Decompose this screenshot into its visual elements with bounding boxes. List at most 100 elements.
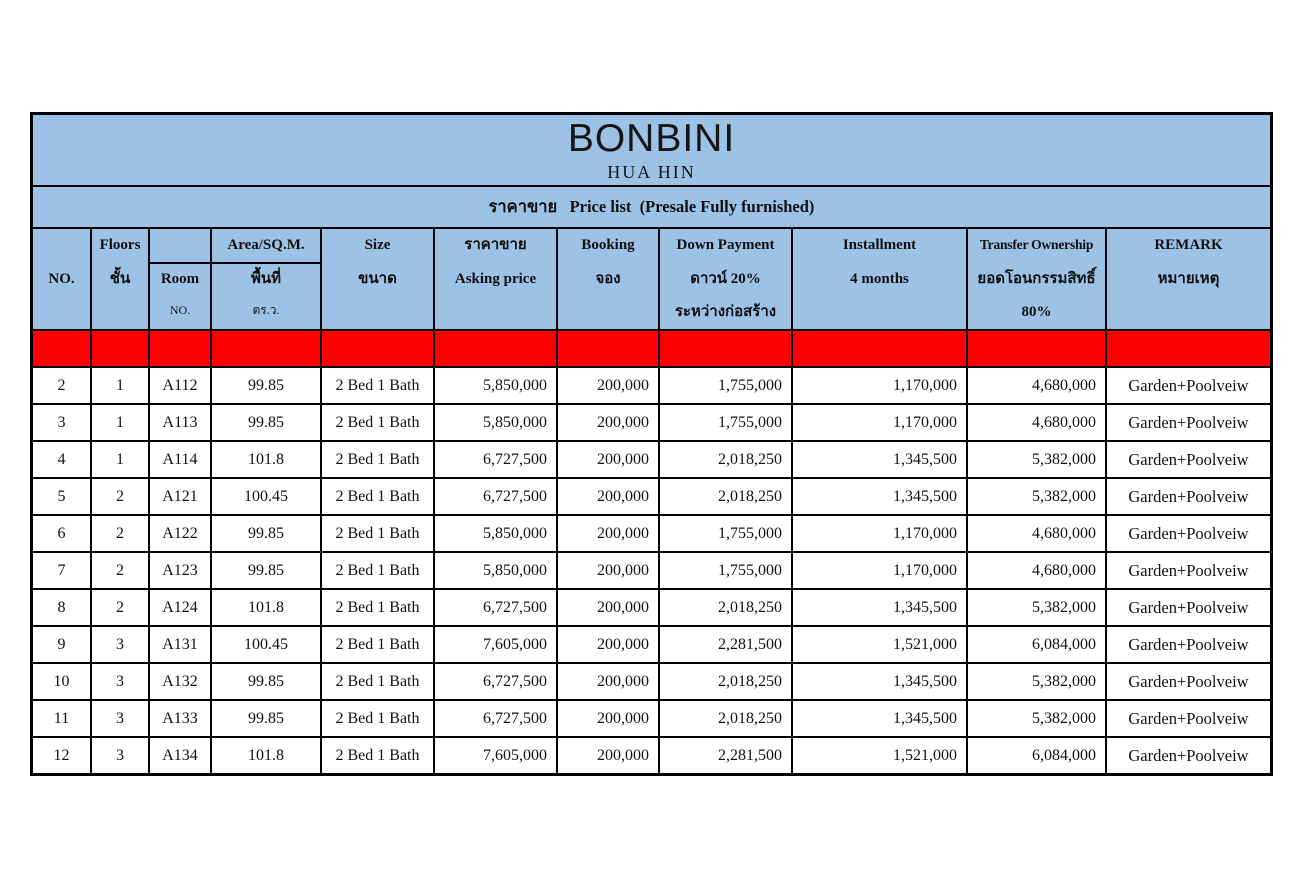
header-remark: REMARK หมายเหตุ: [1107, 229, 1270, 329]
header-area-th: พื้นที่: [250, 271, 282, 288]
cell-no: 6: [33, 516, 90, 551]
cell-room-no: A124: [150, 590, 210, 625]
header-room-top-empty: [150, 229, 210, 262]
header-asking-th: ราคาขาย: [464, 237, 527, 254]
cell-floor: 1: [92, 405, 148, 440]
cell-booking: 200,000: [558, 701, 658, 736]
cell-area: 99.85: [212, 368, 320, 403]
cell-asking-price: 6,727,500: [435, 664, 556, 699]
cell-no: 9: [33, 627, 90, 662]
cell-asking-price: 5,850,000: [435, 405, 556, 440]
cell-size: 2 Bed 1 Bath: [322, 664, 433, 699]
header-transfer-th: ยอดโอนกรรมสิทธิ์: [977, 270, 1096, 287]
cell-floor: 3: [92, 701, 148, 736]
cell-installment: 1,345,500: [793, 701, 966, 736]
header-installment: Installment 4 months: [793, 229, 966, 329]
cell-size: 2 Bed 1 Bath: [322, 405, 433, 440]
header-remark-en: REMARK: [1154, 237, 1223, 254]
cell-floor: 3: [92, 738, 148, 773]
cell-remark: Garden+Poolveiw: [1107, 479, 1270, 514]
header-booking-th: จอง: [595, 270, 621, 287]
header-size-en: Size: [364, 237, 391, 254]
cell-size: 2 Bed 1 Bath: [322, 590, 433, 625]
price-list-subtitle: ราคาขาย Price list (Presale Fully furnis…: [33, 187, 1270, 227]
cell-size: 2 Bed 1 Bath: [322, 442, 433, 477]
cell-down-payment: 2,281,500: [660, 627, 791, 662]
cell-booking: 200,000: [558, 627, 658, 662]
cell-area: 99.85: [212, 405, 320, 440]
cell-asking-price: 7,605,000: [435, 627, 556, 662]
cell-booking: 200,000: [558, 442, 658, 477]
cell-booking: 200,000: [558, 405, 658, 440]
cell-area: 101.8: [212, 738, 320, 773]
cell-size: 2 Bed 1 Bath: [322, 738, 433, 773]
cell-down-payment: 1,755,000: [660, 368, 791, 403]
cell-installment: 1,521,000: [793, 627, 966, 662]
cell-remark: Garden+Poolveiw: [1107, 664, 1270, 699]
cell-transfer-ownership: 5,382,000: [968, 701, 1105, 736]
cell-transfer-ownership: 5,382,000: [968, 590, 1105, 625]
highlight-cell-area: [212, 331, 320, 366]
header-transfer-en: Transfer Ownership: [979, 237, 1094, 253]
cell-down-payment: 2,018,250: [660, 590, 791, 625]
cell-transfer-ownership: 4,680,000: [968, 368, 1105, 403]
cell-no: 3: [33, 405, 90, 440]
cell-area: 99.85: [212, 516, 320, 551]
cell-booking: 200,000: [558, 590, 658, 625]
cell-transfer-ownership: 4,680,000: [968, 405, 1105, 440]
cell-remark: Garden+Poolveiw: [1107, 701, 1270, 736]
cell-booking: 200,000: [558, 553, 658, 588]
cell-remark: Garden+Poolveiw: [1107, 738, 1270, 773]
header-floors: Floors ชั้น: [92, 229, 148, 329]
cell-transfer-ownership: 4,680,000: [968, 516, 1105, 551]
cell-transfer-ownership: 6,084,000: [968, 738, 1105, 773]
cell-installment: 1,170,000: [793, 405, 966, 440]
cell-asking-price: 6,727,500: [435, 590, 556, 625]
cell-room-no: A121: [150, 479, 210, 514]
cell-floor: 2: [92, 516, 148, 551]
cell-down-payment: 2,018,250: [660, 701, 791, 736]
cell-installment: 1,170,000: [793, 553, 966, 588]
header-booking: Booking จอง: [558, 229, 658, 329]
cell-room-no: A133: [150, 701, 210, 736]
cell-area: 99.85: [212, 553, 320, 588]
cell-area: 101.8: [212, 442, 320, 477]
cell-down-payment: 2,018,250: [660, 442, 791, 477]
cell-transfer-ownership: 5,382,000: [968, 442, 1105, 477]
header-asking-price: ราคาขาย Asking price: [435, 229, 556, 329]
cell-asking-price: 5,850,000: [435, 553, 556, 588]
highlight-cell-installment: [793, 331, 966, 366]
header-floors-en: Floors: [99, 237, 141, 254]
cell-size: 2 Bed 1 Bath: [322, 479, 433, 514]
cell-booking: 200,000: [558, 368, 658, 403]
highlight-cell-size: [322, 331, 433, 366]
header-area: Area/SQ.M. พื้นที่ ตร.ว.: [212, 229, 320, 329]
cell-booking: 200,000: [558, 664, 658, 699]
cell-floor: 3: [92, 664, 148, 699]
cell-floor: 1: [92, 442, 148, 477]
header-no-label: NO.: [48, 270, 75, 287]
cell-no: 8: [33, 590, 90, 625]
cell-booking: 200,000: [558, 516, 658, 551]
cell-down-payment: 2,018,250: [660, 479, 791, 514]
cell-area: 99.85: [212, 664, 320, 699]
header-down-th2: ระหว่างก่อสร้าง: [674, 304, 777, 321]
cell-asking-price: 6,727,500: [435, 479, 556, 514]
cell-no: 10: [33, 664, 90, 699]
header-size: Size ขนาด: [322, 229, 433, 329]
cell-area: 99.85: [212, 701, 320, 736]
highlight-cell-transfer: [968, 331, 1105, 366]
cell-floor: 2: [92, 590, 148, 625]
cell-room-no: A134: [150, 738, 210, 773]
header-installment-en: Installment: [842, 237, 917, 254]
cell-no: 11: [33, 701, 90, 736]
header-area-en: Area/SQ.M.: [212, 229, 320, 262]
cell-area: 100.45: [212, 627, 320, 662]
header-room-sub: NO.: [169, 302, 191, 317]
cell-floor: 1: [92, 368, 148, 403]
cell-remark: Garden+Poolveiw: [1107, 442, 1270, 477]
cell-transfer-ownership: 6,084,000: [968, 627, 1105, 662]
cell-remark: Garden+Poolveiw: [1107, 553, 1270, 588]
header-transfer-sub: 80%: [1021, 304, 1052, 321]
